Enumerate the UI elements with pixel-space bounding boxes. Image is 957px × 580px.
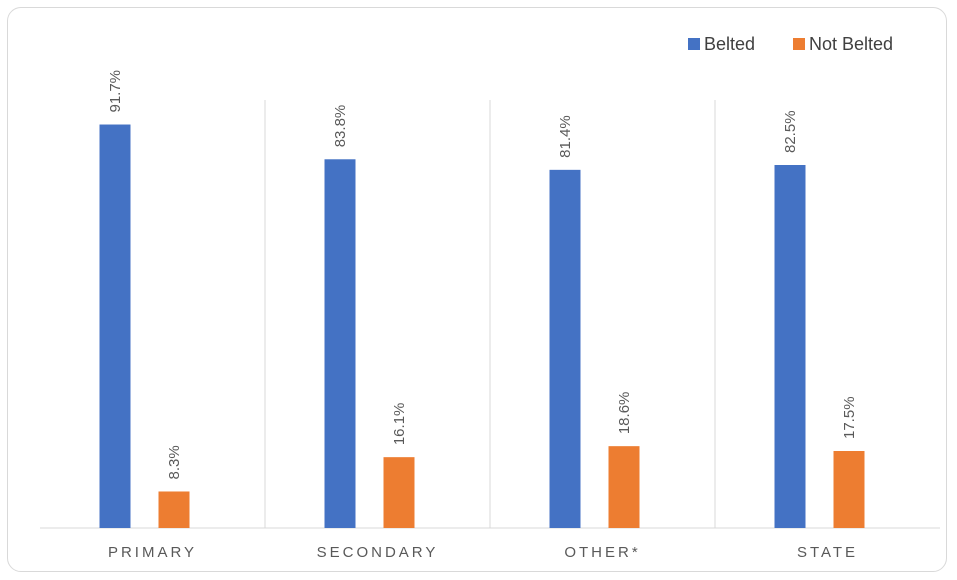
legend-swatch-not-belted (793, 38, 805, 50)
data-label-not-belted-secondary: 16.1% (391, 403, 408, 446)
x-tick-label-other: OTHER* (564, 544, 640, 561)
x-tick-label-secondary: SECONDARY (317, 544, 439, 561)
data-label-not-belted-primary: 8.3% (166, 445, 183, 479)
x-tick-labels: PRIMARY SECONDARY OTHER* STATE (108, 544, 858, 561)
legend-label-not-belted: Not Belted (809, 34, 893, 54)
bar-not-belted-secondary (383, 457, 415, 528)
legend-swatch-belted (688, 38, 700, 50)
bar-belted-state (774, 165, 806, 528)
bar-not-belted-primary (158, 491, 190, 528)
legend: Belted Not Belted (688, 34, 893, 54)
legend-label-belted: Belted (704, 34, 755, 54)
bar-not-belted-state (833, 451, 865, 528)
category-separators (264, 100, 716, 528)
x-tick-label-state: STATE (797, 544, 858, 561)
bar-belted-other (549, 169, 581, 528)
data-label-belted-other: 81.4% (557, 115, 574, 158)
data-label-not-belted-other: 18.6% (616, 392, 633, 435)
bars (99, 124, 865, 529)
data-labels: 91.7% 8.3% 83.8% 16.1% 81.4% 18.6% 82.5% 17.5% (107, 70, 858, 480)
data-label-belted-secondary: 83.8% (332, 105, 349, 148)
x-tick-label-primary: PRIMARY (108, 544, 197, 561)
data-label-not-belted-state: 17.5% (841, 396, 858, 439)
bar-not-belted-other (608, 446, 640, 528)
bar-belted-primary (99, 124, 131, 529)
data-label-belted-primary: 91.7% (107, 70, 124, 113)
bar-belted-secondary (324, 159, 356, 528)
data-label-belted-state: 82.5% (782, 110, 799, 153)
